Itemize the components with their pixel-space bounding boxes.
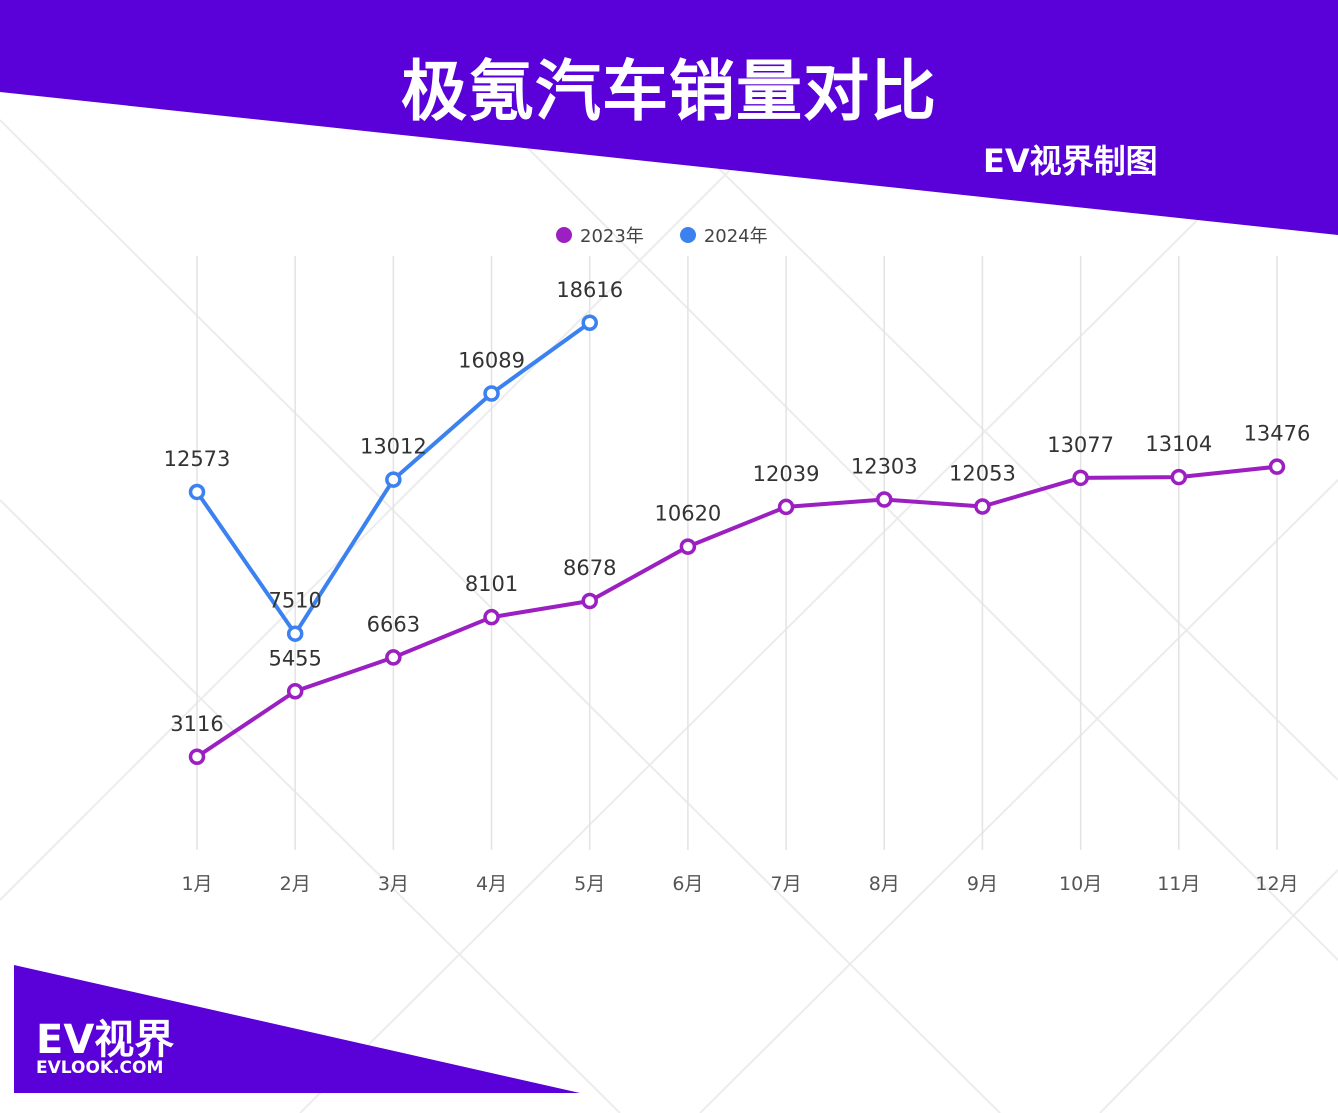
logo-url: EVLOOK.COM: [36, 1058, 164, 1078]
legend-label-2023: 2023年: [580, 226, 644, 247]
data-point: [286, 683, 304, 700]
chart-title: 极氪汽车销量对比: [401, 53, 937, 130]
x-tick-label: 12月: [1255, 873, 1298, 895]
data-point: [483, 385, 500, 402]
data-label: 13012: [360, 435, 427, 459]
x-tick-label: 11月: [1157, 873, 1200, 895]
data-point: [385, 649, 402, 666]
data-label: 13476: [1244, 422, 1311, 446]
x-tick-label: 3月: [378, 873, 409, 895]
legend-item-2024[interactable]: 2024年: [679, 222, 768, 248]
data-label: 13104: [1145, 432, 1212, 456]
data-point: [876, 491, 893, 508]
data-label: 12039: [753, 462, 820, 486]
data-point: [188, 748, 206, 766]
data-label: 5455: [268, 646, 321, 670]
data-point: [1268, 458, 1286, 475]
data-label: 6663: [367, 612, 420, 636]
x-tick-label: 9月: [967, 873, 998, 895]
data-label: 8678: [563, 556, 616, 580]
data-point: [1170, 468, 1188, 486]
data-point: [777, 498, 795, 516]
x-tick-label: 8月: [869, 873, 900, 895]
data-label: 12303: [851, 455, 918, 479]
data-label: 7510: [268, 589, 321, 613]
data-point: [1072, 469, 1089, 487]
legend-marker-2023: [556, 227, 572, 243]
legend-label-2024: 2024年: [703, 226, 768, 247]
legend: 2023年 2024年: [556, 222, 768, 248]
evlook-logo: EV视界 EVLOOK.COM: [36, 1020, 174, 1077]
data-label: 13077: [1047, 433, 1114, 457]
x-tick-label: 7月: [771, 873, 802, 895]
x-tick-label: 6月: [672, 873, 703, 895]
data-label: 10620: [654, 502, 721, 526]
data-label: 8101: [465, 572, 518, 596]
header-banner: [0, 0, 1338, 235]
x-tick-label: 4月: [476, 873, 507, 895]
data-label: 12053: [949, 462, 1016, 486]
data-point: [188, 483, 206, 501]
credit-label: EV视界制图: [983, 142, 1158, 180]
footer-banner: [14, 965, 580, 1093]
data-point: [679, 538, 697, 555]
data-label: 18616: [556, 278, 623, 302]
x-tick-label: 1月: [181, 873, 212, 895]
data-point: [483, 608, 500, 626]
data-point: [974, 498, 991, 515]
data-label: 16089: [458, 349, 525, 373]
data-point: [581, 592, 598, 610]
data-label: 3116: [170, 712, 223, 736]
data-point: [581, 314, 598, 332]
x-tick-label: 2月: [280, 873, 311, 895]
x-tick-label: 10月: [1059, 873, 1102, 895]
legend-item-2023[interactable]: 2023年: [556, 222, 644, 248]
data-point: [286, 625, 304, 642]
logo-name: EV视界: [36, 1017, 175, 1063]
data-label: 12573: [164, 447, 231, 471]
x-tick-label: 5月: [574, 873, 605, 895]
legend-marker-2024: [679, 227, 696, 243]
series-line-2023年: [195, 464, 1278, 759]
data-point: [385, 471, 402, 488]
